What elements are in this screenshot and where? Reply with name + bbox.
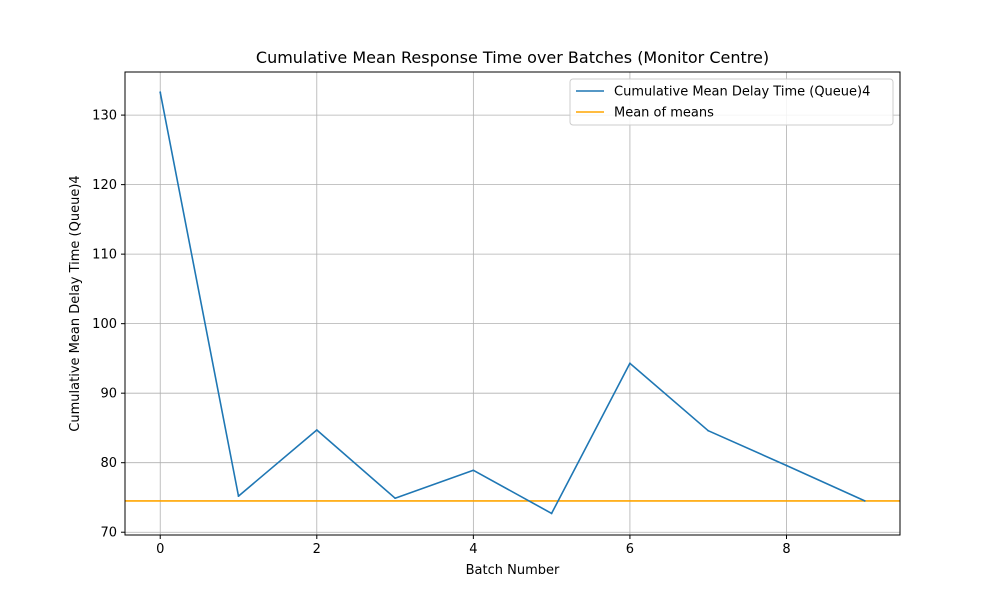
- delay-time-data-point: [707, 429, 710, 432]
- y-tick-label: 130: [92, 109, 117, 124]
- plot-frame: [124, 71, 901, 536]
- grid: [125, 72, 900, 535]
- y-tick-label: 70: [100, 526, 117, 541]
- y-tick-label: 90: [100, 387, 117, 402]
- x-tick-label: 8: [782, 542, 790, 557]
- delay-time-data-point: [394, 497, 396, 500]
- x-tick-label: 0: [156, 542, 164, 557]
- delay-time-data-point: [550, 512, 553, 515]
- y-tick-label: 100: [92, 317, 117, 332]
- delay-time-data-point: [629, 362, 631, 365]
- x-tick-label: 2: [313, 542, 321, 557]
- delay-time-series-line: [159, 92, 866, 515]
- plot-data: [125, 91, 900, 515]
- legend-box: [569, 78, 894, 126]
- legend-label-mean: Mean of means: [614, 106, 714, 121]
- y-tick-label: 80: [100, 456, 117, 471]
- y-axis-label: Cumulative Mean Delay Time (Queue)4: [68, 175, 83, 431]
- x-tick-label: 4: [469, 542, 477, 557]
- y-tick-label: 110: [92, 248, 117, 263]
- delay-time-data-point: [159, 91, 162, 94]
- delay-time-data-point: [785, 464, 788, 467]
- delay-time-data-point: [315, 429, 318, 431]
- x-axis-label: Batch Number: [466, 563, 560, 578]
- chart-title: Cumulative Mean Response Time over Batch…: [256, 48, 769, 67]
- x-tick-label: 6: [626, 542, 634, 557]
- delay-time-data-point: [863, 500, 866, 502]
- axis-ticks: 0 2 4 6 8 70 80 90 100 110 120 130: [92, 109, 790, 557]
- y-tick-label: 120: [92, 178, 117, 193]
- legend: Cumulative Mean Delay Time (Queue)4 Mean …: [569, 78, 894, 126]
- legend-label-series: Cumulative Mean Delay Time (Queue)4: [614, 85, 870, 100]
- delay-time-data-point: [472, 469, 475, 472]
- delay-time-data-point: [237, 495, 240, 497]
